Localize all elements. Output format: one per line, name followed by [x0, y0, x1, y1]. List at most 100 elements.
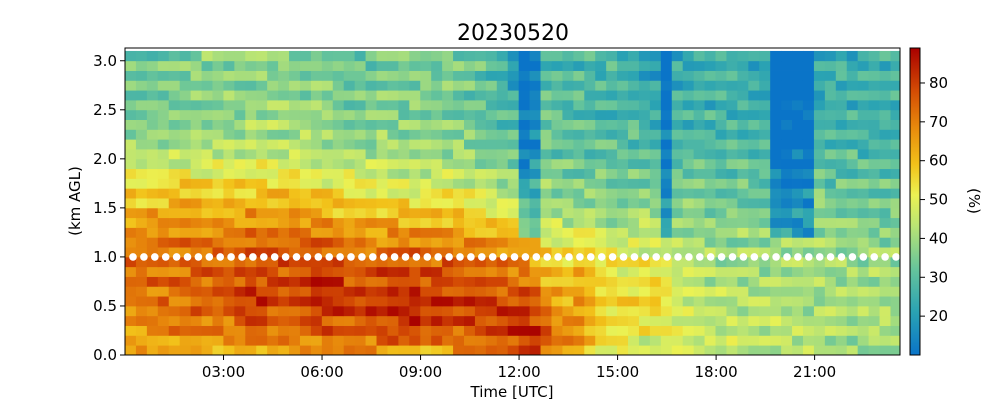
- heatmap-cell: [540, 345, 552, 356]
- heatmap-cell: [485, 129, 498, 140]
- heatmap-cell: [562, 286, 574, 297]
- heatmap-cell: [212, 286, 224, 297]
- heatmap-cell: [617, 139, 629, 150]
- heatmap-cell: [376, 325, 388, 336]
- heatmap-cell: [387, 325, 399, 336]
- heatmap-cell: [628, 188, 640, 199]
- heatmap-cell: [573, 335, 585, 346]
- heatmap-cell: [420, 296, 432, 307]
- marker-dot: [608, 253, 617, 261]
- heatmap-cell: [332, 237, 345, 248]
- heatmap-cell: [802, 325, 815, 336]
- heatmap-cell: [835, 237, 848, 248]
- heatmap-cell: [442, 60, 454, 71]
- heatmap-cell: [365, 188, 377, 199]
- heatmap-cell: [398, 90, 410, 101]
- heatmap-cell: [420, 109, 432, 121]
- heatmap-cell: [781, 50, 793, 62]
- heatmap-cell: [135, 296, 148, 307]
- heatmap-cell: [890, 266, 901, 277]
- heatmap-cell: [125, 129, 137, 140]
- heatmap-cell: [376, 345, 388, 356]
- heatmap-cell: [551, 207, 563, 219]
- heatmap-cell: [485, 178, 498, 189]
- heatmap-cell: [453, 139, 465, 150]
- heatmap-cell: [332, 90, 345, 101]
- heatmap-cell: [595, 207, 607, 219]
- heatmap-cell: [813, 247, 826, 258]
- heatmap-cell: [289, 50, 301, 62]
- heatmap-cell: [529, 139, 541, 150]
- heatmap-cell: [310, 168, 323, 179]
- heatmap-cell: [168, 188, 181, 199]
- heatmap-cell: [857, 99, 870, 111]
- marker-dot: [761, 253, 769, 261]
- heatmap-cell: [715, 178, 727, 189]
- heatmap-cell: [748, 168, 760, 179]
- heatmap-cell: [507, 99, 520, 111]
- x-tick-label: 06:00: [300, 363, 343, 381]
- heatmap-cell: [278, 188, 290, 199]
- heatmap-cell: [125, 60, 137, 71]
- heatmap-cell: [649, 276, 662, 287]
- heatmap-cell: [715, 168, 727, 179]
- heatmap-cell: [890, 168, 901, 179]
- heatmap-cell: [726, 296, 738, 307]
- heatmap-cell: [387, 305, 399, 317]
- heatmap-cell: [321, 217, 334, 228]
- heatmap-cell: [234, 80, 246, 91]
- heatmap-cell: [715, 266, 727, 277]
- heatmap-cell: [802, 315, 815, 326]
- heatmap-cell: [682, 345, 695, 356]
- heatmap-cell: [748, 188, 760, 199]
- heatmap-cell: [573, 227, 585, 238]
- heatmap-cell: [638, 60, 651, 71]
- heatmap-cell: [310, 227, 323, 238]
- heatmap-cell: [376, 70, 388, 81]
- heatmap-cell: [813, 90, 826, 101]
- heatmap-cell: [310, 296, 323, 307]
- heatmap-cell: [343, 99, 356, 111]
- heatmap-cell: [398, 227, 410, 238]
- heatmap-cell: [485, 80, 498, 91]
- heatmap-cell: [562, 90, 574, 101]
- heatmap-cell: [770, 119, 782, 130]
- heatmap-cell: [299, 325, 312, 336]
- heatmap-cell: [835, 90, 848, 101]
- heatmap-cell: [857, 158, 870, 170]
- heatmap-cell: [540, 276, 552, 287]
- heatmap-cell: [212, 60, 224, 71]
- heatmap-cell: [715, 207, 727, 219]
- heatmap-cell: [485, 286, 498, 297]
- heatmap-cell: [321, 90, 334, 101]
- heatmap-cell: [813, 207, 826, 219]
- heatmap-cell: [846, 335, 859, 346]
- heatmap-cell: [289, 70, 301, 81]
- heatmap-cell: [879, 305, 891, 317]
- heatmap-cell: [474, 315, 487, 326]
- heatmap-cell: [179, 178, 192, 189]
- heatmap-cell: [890, 198, 901, 209]
- heatmap-cell: [835, 247, 848, 258]
- heatmap-cell: [606, 99, 618, 111]
- heatmap-cell: [157, 256, 170, 268]
- heatmap-cell: [409, 188, 421, 199]
- heatmap-cell: [759, 276, 771, 287]
- heatmap-cell: [332, 217, 345, 228]
- heatmap-cell: [737, 247, 749, 258]
- heatmap-cell: [573, 256, 585, 268]
- heatmap-cell: [879, 247, 891, 258]
- heatmap-cell: [584, 50, 596, 62]
- heatmap-cell: [770, 99, 782, 111]
- heatmap-cell: [463, 296, 476, 307]
- heatmap-cell: [289, 345, 301, 356]
- heatmap-cell: [267, 315, 279, 326]
- heatmap-cell: [212, 178, 224, 189]
- heatmap-cell: [562, 198, 574, 209]
- heatmap-cell: [223, 217, 235, 228]
- heatmap-cell: [857, 296, 870, 307]
- heatmap-cell: [682, 90, 695, 101]
- heatmap-cell: [278, 286, 290, 297]
- heatmap-cell: [792, 256, 804, 268]
- heatmap-cell: [234, 188, 246, 199]
